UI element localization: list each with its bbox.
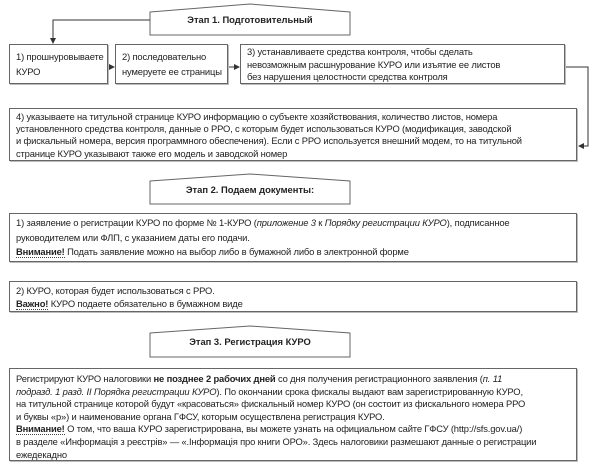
step1-line: КУРО [16, 66, 41, 77]
text: п. 11 [482, 373, 503, 384]
text: О том, что ваша КУРО зарегистрирована, в… [64, 423, 523, 435]
stage2-title: Этап 2. Подаем документы: [185, 184, 315, 195]
stage2-item1-line: 1) заявление о регистрации КУРО по форме… [16, 216, 570, 231]
stage3-line: в разделе «Информація з реєстрів» — «.Ін… [16, 435, 537, 447]
stage3-line: Регистрируют КУРО налоговики не позднее … [16, 373, 570, 386]
stage3-warning: Внимание! О том, что ваша КУРО зарегистр… [16, 423, 570, 436]
text: 1) заявление о регистрации КУРО по форме… [16, 217, 257, 228]
stage3-line: и буквы «р») и наименование органа ГФСУ,… [16, 410, 385, 422]
stage2-item2-line: 2) КУРО, которая будет использоваться с … [16, 285, 215, 296]
stage2-item1-warning: Внимание! Подать заявление можно на выбо… [16, 245, 570, 260]
stage3-header-shape [149, 325, 351, 358]
stage1-title: Этап 1. Подготовительный [187, 14, 313, 25]
text: со дня получения регистрационного заявле… [275, 373, 483, 384]
stage3-box: Регистрируют КУРО налоговики не позднее … [9, 368, 577, 461]
step1-box: 1) прошнуровываете КУРО [9, 44, 108, 84]
stage3-line: ежедекадно [16, 448, 67, 460]
warning-label: Важно! [16, 298, 49, 310]
stage3-line: на титульной странице которой будут «кра… [16, 398, 526, 410]
text: Подать заявление можно на выбор либо в б… [64, 246, 409, 257]
stage2-item1-line: руководителем или ФЛП, с указанием даты … [16, 231, 250, 243]
text: ), подписанное [446, 217, 510, 228]
stage2-item2-warning: Важно! КУРО подаете обязательно в бумажн… [16, 297, 570, 310]
text: подразд. 1 разд. II Порядка регистрации … [16, 385, 217, 397]
step4-line: установленного средства контроля, данные… [16, 123, 512, 135]
stage2-header-shape [149, 173, 351, 205]
step3-line: без нарушения целостности средства контр… [247, 71, 448, 82]
step1-line: 1) прошнуровываете [16, 51, 104, 62]
text: Регистрируют КУРО налоговики [16, 373, 154, 384]
stage3-line: подразд. 1 разд. II Порядка регистрации … [16, 386, 570, 399]
warning-label: Внимание! [16, 246, 65, 258]
step3-line: 3) устанавливаете средства контроля, что… [247, 46, 473, 57]
step3-line: невозможным расшнурование КУРО или изъят… [247, 58, 501, 70]
text: Порядку регистрации КУРО [324, 217, 447, 228]
step3-box: 3) устанавливаете средства контроля, что… [240, 44, 565, 84]
text: к [315, 217, 325, 228]
step4-line: странице КУРО указывают также его модель… [16, 147, 288, 159]
text: ). По окончании срока фискалы выдают вам… [216, 385, 523, 397]
step4-line: и фискальный номера, версия программного… [16, 135, 522, 147]
stage1-header-shape [149, 3, 351, 36]
arrow-stage1-to-step1 [50, 19, 150, 44]
step2-line: 2) последовательно [122, 51, 207, 62]
stage2-item1-box: 1) заявление о регистрации КУРО по форме… [9, 213, 577, 262]
text: приложение 3 [256, 217, 316, 228]
stage3-title: Этап 3. Регистрация КУРО [189, 336, 311, 347]
text: не позднее 2 рабочих дней [153, 373, 276, 384]
step4-box: 4) указываете на титульной странице КУРО… [9, 108, 577, 161]
warning-label: Внимание! [16, 423, 65, 436]
step2-box: 2) последовательно нумеруете ее страницы [115, 44, 228, 84]
text: КУРО подаете обязательно в бумажном виде [48, 298, 243, 309]
step2-line: нумеруете ее страницы [122, 66, 222, 77]
arrow-step3-to-step4 [565, 66, 589, 149]
step4-line: 4) указываете на титульной странице КУРО… [16, 111, 498, 122]
stage2-item2-box: 2) КУРО, которая будет использоваться с … [9, 281, 577, 312]
